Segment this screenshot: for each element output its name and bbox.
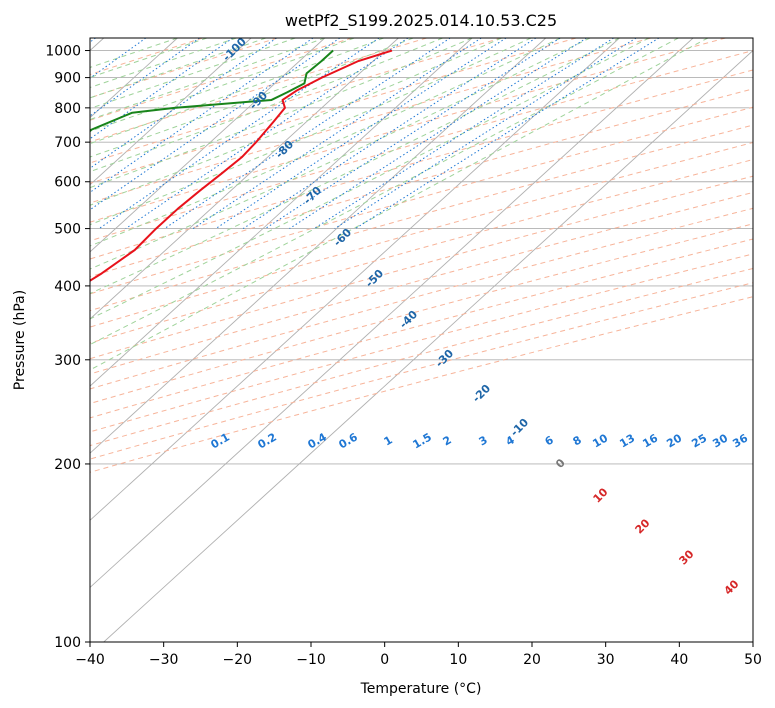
dewpoint-profile — [90, 49, 334, 133]
x-tick-label: 0 — [380, 652, 389, 668]
mixing-ratio-line — [90, 38, 314, 193]
x-tick-label: 30 — [597, 652, 615, 668]
moist-adiabat — [90, 38, 620, 295]
x-axis-label: Temperature (°C) — [360, 681, 482, 697]
x-tick-label: 40 — [670, 652, 688, 668]
mixing-ratio-line — [289, 38, 587, 229]
dry-adiabat — [90, 191, 753, 375]
y-tick-label: 300 — [54, 353, 81, 369]
y-axis: 1000 900 800 700 600 500 400 300 200 100 — [45, 44, 90, 651]
moist-adiabat — [90, 38, 709, 371]
moist-adiabat — [90, 38, 237, 89]
y-tick-label: 600 — [54, 175, 81, 191]
dry-adiabat — [90, 267, 753, 447]
mixing-ratio-line — [264, 38, 561, 229]
x-tick-label: −10 — [296, 652, 326, 668]
dry-adiabat — [90, 50, 753, 242]
mixing-ratio-line — [90, 38, 341, 211]
mixing-ratio-line — [164, 38, 451, 229]
moist-adiabat — [90, 38, 266, 99]
y-tick-label: 500 — [54, 222, 81, 238]
plot-frame — [89, 37, 754, 643]
y-tick-label: 100 — [54, 635, 81, 651]
x-tick-label: −20 — [223, 652, 253, 668]
dry-adiabat — [90, 223, 753, 405]
mixing-ratio-line — [355, 38, 660, 230]
y-axis-label: Pressure (hPa) — [12, 290, 28, 390]
x-tick-label: −30 — [149, 652, 179, 668]
line-labels: 0.1 0.2 0.4 0.6 1 1.5 2 3 4 6 8 10 13 16 20 25 30 36-100-… — [209, 35, 751, 598]
background-lines — [90, 38, 753, 642]
isotherm-line — [90, 38, 252, 186]
dry-adiabat — [90, 38, 651, 204]
isotherm-line — [90, 38, 694, 589]
dry-adiabat — [90, 238, 753, 419]
x-tick-label: 20 — [523, 652, 541, 668]
y-tick-label: 800 — [54, 101, 81, 117]
isotherm-line — [90, 38, 326, 253]
moist-adiabat — [90, 38, 650, 320]
moist-adiabat — [90, 38, 502, 206]
y-tick-label: 700 — [54, 135, 81, 151]
y-tick-label: 900 — [54, 71, 81, 87]
isotherm-line — [90, 38, 620, 521]
dry-adiabat — [90, 38, 726, 223]
dry-adiabat — [90, 69, 753, 260]
moist-adiabat — [90, 38, 473, 189]
isotherm-line — [90, 38, 399, 320]
moist-adiabat — [90, 38, 532, 226]
x-tick-label: 10 — [449, 652, 467, 668]
moist-adiabat — [90, 38, 414, 158]
isotherm-line — [103, 49, 753, 642]
mixing-ratio-line — [313, 38, 614, 230]
moist-adiabat — [90, 38, 325, 121]
mixing-ratio-line — [90, 38, 234, 140]
chart-title: wetPf2_S199.2025.014.10.53.C25 — [285, 11, 557, 31]
isotherm-line — [90, 38, 473, 387]
profile-series — [90, 49, 393, 282]
moist-adiabat — [90, 38, 679, 346]
y-tick-label: 1000 — [45, 44, 81, 60]
moist-adiabat — [90, 38, 384, 145]
x-tick-label: 50 — [744, 652, 762, 668]
mixing-ratio-line — [125, 38, 409, 229]
mixing-ratio-line — [98, 38, 380, 229]
moist-adiabat — [90, 38, 591, 270]
mixing-ratio-line — [192, 38, 482, 229]
dry-adiabat — [90, 175, 753, 360]
x-axis: −40 −30 −20 −10 0 10 20 30 40 50 — [75, 642, 762, 668]
temperature-profile — [90, 49, 393, 282]
y-tick-label: 200 — [54, 457, 81, 473]
x-tick-label: −40 — [75, 652, 105, 668]
dry-adiabat — [90, 282, 753, 460]
y-tick-label: 400 — [54, 279, 81, 295]
